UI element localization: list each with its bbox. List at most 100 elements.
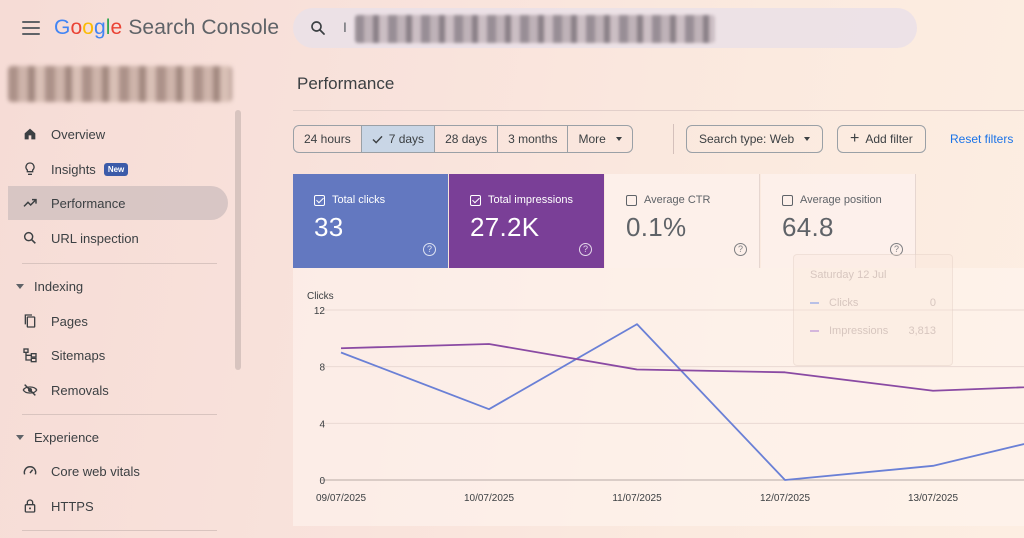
help-icon[interactable]: ? xyxy=(423,243,436,256)
range-24-hours-button[interactable]: 24 hours xyxy=(294,126,362,152)
trending-up-icon xyxy=(22,195,38,211)
x-tick-label: 11/07/2025 xyxy=(612,493,662,504)
help-icon[interactable]: ? xyxy=(890,243,903,256)
range-28-days-button[interactable]: 28 days xyxy=(435,126,499,152)
add-filter-button[interactable]: + Add filter xyxy=(837,125,926,153)
main-menu-button[interactable] xyxy=(22,21,40,35)
search-console-logo[interactable]: Google Search Console xyxy=(54,16,279,40)
x-tick-label: 10/07/2025 xyxy=(464,493,514,504)
y-tick-label: 12 xyxy=(314,306,326,317)
performance-line-chart[interactable]: Clicks 0 4 8 12 09/07/2025 10/07/2025 11/07/202… xyxy=(293,268,1024,526)
menu-bar xyxy=(22,33,40,35)
y-tick-label: 8 xyxy=(319,363,325,374)
lightbulb-icon xyxy=(22,161,38,177)
check-icon xyxy=(372,135,383,144)
metric-label: Average position xyxy=(800,194,882,206)
metric-label: Total clicks xyxy=(332,194,386,206)
sidebar-divider xyxy=(22,530,217,531)
x-tick-label: 12/07/2025 xyxy=(760,493,810,504)
logo-letter: o xyxy=(82,16,94,39)
sidebar-item-sitemaps[interactable]: Sitemaps xyxy=(8,338,228,372)
metric-card-average-position[interactable]: Average position 64.8 ? xyxy=(761,174,916,268)
toolbar-separator xyxy=(673,124,674,154)
range-more-dropdown[interactable]: More xyxy=(568,126,631,152)
speed-icon xyxy=(22,463,38,479)
logo-letter: G xyxy=(54,16,71,39)
metric-card-total-clicks[interactable]: Total clicks 33 ? xyxy=(293,174,448,268)
tooltip-series-value: 3,813 xyxy=(908,325,936,337)
metric-card-average-ctr[interactable]: Average CTR 0.1% ? xyxy=(605,174,760,268)
series-line-impressions xyxy=(340,343,1024,392)
tooltip-date: Saturday 12 Jul xyxy=(810,269,887,281)
y-tick-label: 4 xyxy=(319,419,325,430)
eye-off-icon xyxy=(22,382,38,398)
y-tick-label: 0 xyxy=(319,476,325,487)
new-badge: New xyxy=(103,162,129,176)
chevron-down-icon xyxy=(16,435,24,440)
range-label: 24 hours xyxy=(304,132,351,146)
metric-card-total-impressions[interactable]: Total impressions 27.2K ? xyxy=(449,174,604,268)
product-name: Search Console xyxy=(128,16,280,39)
help-icon[interactable]: ? xyxy=(579,243,592,256)
search-input-text[interactable]: I xyxy=(343,19,347,35)
tooltip-row-impressions: Impressions 3,813 xyxy=(810,325,936,337)
section-title: Indexing xyxy=(34,279,84,294)
sidebar-item-removals[interactable]: Removals xyxy=(8,373,228,407)
dropdown-arrow-icon xyxy=(615,137,622,141)
sidebar-item-label: URL inspection xyxy=(51,230,139,246)
tooltip-series-value: 0 xyxy=(929,297,936,309)
series-line-clicks xyxy=(340,323,1024,481)
logo-letter: l xyxy=(105,16,111,39)
sidebar-item-performance[interactable]: Performance xyxy=(8,186,228,220)
x-tick-label: 13/07/2025 xyxy=(908,493,958,504)
chevron-down-icon xyxy=(16,284,24,289)
help-icon[interactable]: ? xyxy=(734,243,747,256)
performance-chart-panel xyxy=(293,268,1024,526)
sidebar-item-label: Insights xyxy=(51,161,96,177)
section-title: Experience xyxy=(34,430,100,445)
menu-bar xyxy=(22,27,40,29)
sidebar-scrollbar[interactable] xyxy=(235,110,241,370)
search-type-label: Search type: Web xyxy=(699,132,795,146)
sidebar-item-overview[interactable]: Overview xyxy=(8,117,228,151)
range-label: More xyxy=(578,132,606,146)
checkbox-checked-icon[interactable] xyxy=(470,194,481,206)
section-toggle-experience[interactable]: Experience xyxy=(16,430,99,445)
page-title: Performance xyxy=(297,74,395,93)
checkbox-checked-icon[interactable] xyxy=(314,194,325,206)
tooltip-series-name: Clicks xyxy=(829,297,859,309)
reset-filters-link[interactable]: Reset filters xyxy=(950,132,1014,146)
metric-value: 0.1% xyxy=(626,212,687,242)
range-3-months-button[interactable]: 3 months xyxy=(498,126,569,152)
range-7-days-button[interactable]: 7 days xyxy=(361,126,436,152)
search-text-redacted xyxy=(355,15,715,43)
lock-icon xyxy=(22,498,38,514)
metric-value: 33 xyxy=(314,212,344,242)
title-divider xyxy=(293,110,1024,111)
range-label: 7 days xyxy=(388,132,425,146)
sidebar-item-https[interactable]: HTTPS xyxy=(8,489,228,523)
sidebar-item-label: Removals xyxy=(51,382,109,398)
sidebar-item-pages[interactable]: Pages xyxy=(8,304,228,338)
sidebar-item-label: Performance xyxy=(51,195,126,211)
checkbox-unchecked-icon[interactable] xyxy=(782,194,793,206)
section-toggle-indexing[interactable]: Indexing xyxy=(16,279,83,294)
menu-bar xyxy=(22,21,40,23)
metric-label: Total impressions xyxy=(488,194,573,206)
property-selector-redacted[interactable] xyxy=(8,66,232,102)
sidebar-item-label: Sitemaps xyxy=(51,347,106,363)
checkbox-unchecked-icon[interactable] xyxy=(626,194,637,206)
plus-icon: + xyxy=(850,130,860,147)
search-type-filter[interactable]: Search type: Web xyxy=(686,125,824,153)
home-icon xyxy=(22,126,38,142)
url-search-bar[interactable]: I xyxy=(293,8,917,48)
sidebar-item-label: Pages xyxy=(51,313,88,329)
metric-value: 27.2K xyxy=(470,212,540,242)
sidebar-item-url-inspection[interactable]: URL inspection xyxy=(8,221,228,255)
dropdown-arrow-icon xyxy=(804,137,811,141)
range-label: 3 months xyxy=(508,132,558,146)
sidebar-item-insights[interactable]: Insights New xyxy=(8,152,228,186)
range-label: 28 days xyxy=(445,132,488,146)
sidebar-item-core-web-vitals[interactable]: Core web vitals xyxy=(8,454,228,488)
series-swatch xyxy=(810,330,819,332)
